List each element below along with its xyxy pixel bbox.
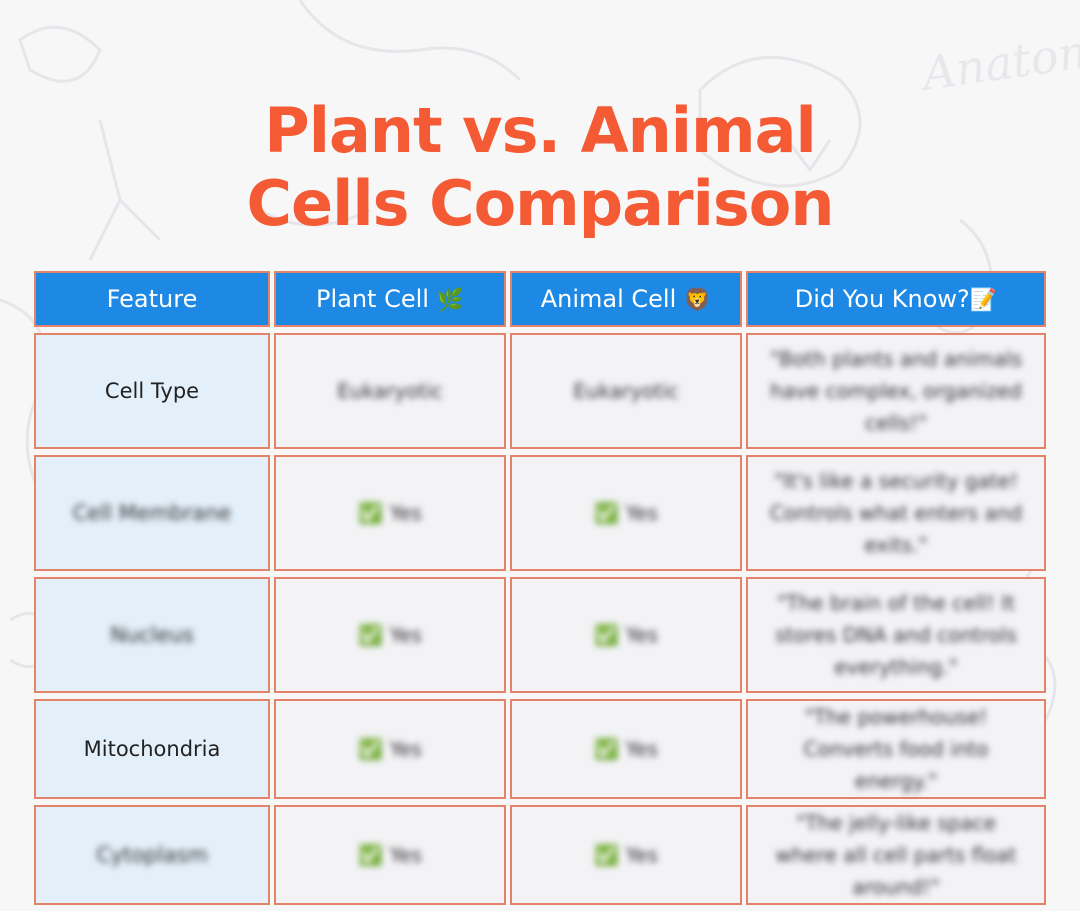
table-row: Nucleus ✅ Yes ✅ Yes "The brain of the ce… (34, 577, 1046, 693)
title-line-1: Plant vs. Animal (264, 93, 816, 167)
feature-cell: Cytoplasm (34, 805, 270, 905)
fact-cell: "The brain of the cell! It stores DNA an… (746, 577, 1046, 693)
animal-cell-value: ✅ Yes (510, 577, 742, 693)
feature-cell: Cell Type (34, 333, 270, 449)
header-row: Feature Plant Cell 🌿 Animal Cell 🦁 Did Y… (34, 271, 1046, 327)
fact-cell: "The powerhouse! Converts food into ener… (746, 699, 1046, 799)
title-line-2: Cells Comparison (246, 166, 835, 240)
animal-cell-value: ✅ Yes (510, 805, 742, 905)
page-title: Plant vs. Animal Cells Comparison (0, 94, 1080, 240)
lion-emoji-icon: 🦁 (683, 288, 712, 313)
animal-cell-value: ✅ Yes (510, 455, 742, 571)
fact-cell: "The jelly-like space where all cell par… (746, 805, 1046, 905)
memo-emoji-icon: 📝 (969, 288, 998, 313)
header-did-you-know: Did You Know?📝 (746, 271, 1046, 327)
plant-cell-value: Eukaryotic (274, 333, 506, 449)
animal-cell-value: Eukaryotic (510, 333, 742, 449)
table-row: Cytoplasm ✅ Yes ✅ Yes "The jelly-like sp… (34, 805, 1046, 905)
plant-cell-value: ✅ Yes (274, 805, 506, 905)
fact-cell: "It's like a security gate! Controls wha… (746, 455, 1046, 571)
animal-cell-value: ✅ Yes (510, 699, 742, 799)
plant-cell-value: ✅ Yes (274, 699, 506, 799)
header-animal-cell: Animal Cell 🦁 (510, 271, 742, 327)
anatomy-watermark: Anatomy (915, 19, 1080, 102)
header-feature-label: Feature (106, 285, 198, 313)
fact-cell: "Both plants and animals have complex, o… (746, 333, 1046, 449)
table-row: Mitochondria ✅ Yes ✅ Yes "The powerhouse… (34, 699, 1046, 799)
feature-cell: Mitochondria (34, 699, 270, 799)
header-fact-label: Did You Know? (794, 285, 970, 313)
plant-cell-value: ✅ Yes (274, 577, 506, 693)
header-plant-cell: Plant Cell 🌿 (274, 271, 506, 327)
feature-cell: Nucleus (34, 577, 270, 693)
table-row: Cell Membrane ✅ Yes ✅ Yes "It's like a s… (34, 455, 1046, 571)
feature-cell: Cell Membrane (34, 455, 270, 571)
table-row: Cell Type Eukaryotic Eukaryotic "Both pl… (34, 333, 1046, 449)
comparison-table: Feature Plant Cell 🌿 Animal Cell 🦁 Did Y… (30, 265, 1050, 911)
plant-emoji-icon: 🌿 (436, 288, 464, 313)
header-animal-label: Animal Cell (540, 285, 677, 313)
plant-cell-value: ✅ Yes (274, 455, 506, 571)
header-feature: Feature (34, 271, 270, 327)
background-doodles: Anatomy (0, 0, 1080, 731)
header-plant-label: Plant Cell (315, 285, 429, 313)
